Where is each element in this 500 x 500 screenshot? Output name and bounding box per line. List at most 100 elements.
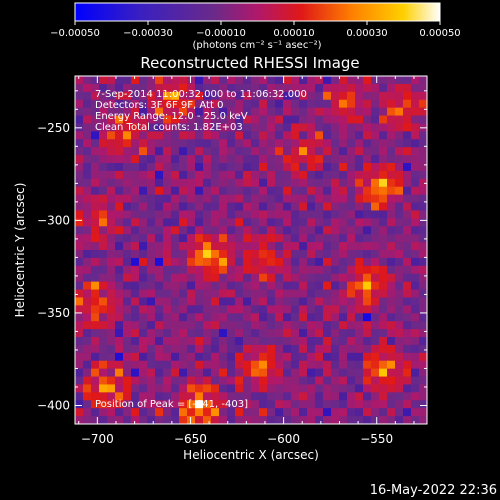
heatmap-cell — [115, 329, 124, 338]
heatmap-cell — [395, 123, 404, 132]
heatmap-cell — [379, 360, 388, 370]
heatmap-cell — [179, 416, 188, 424]
annotation-energy-range: Energy Range: 12.0 - 25.0 keV — [95, 111, 248, 122]
heatmap-cell — [123, 337, 132, 346]
heatmap-cell — [99, 416, 108, 424]
heatmap-cell — [155, 226, 164, 235]
heatmap-cell — [171, 91, 180, 101]
heatmap-cell — [347, 155, 356, 164]
heatmap-cell — [155, 234, 164, 243]
heatmap-cell — [323, 289, 332, 298]
heatmap-cell — [291, 178, 300, 188]
heatmap-cell — [355, 107, 364, 116]
heatmap-cell — [355, 305, 364, 314]
heatmap-cell — [195, 115, 204, 124]
heatmap-cell — [331, 76, 340, 85]
heatmap-cell — [179, 202, 188, 211]
heatmap-cell — [131, 384, 140, 393]
heatmap-cell — [363, 313, 372, 322]
heatmap-cell — [387, 178, 396, 188]
heatmap-cell — [123, 226, 132, 235]
heatmap-cell — [75, 321, 84, 330]
heatmap-cell — [355, 115, 364, 124]
heatmap-cell — [267, 242, 276, 251]
heatmap-cell — [331, 352, 340, 362]
heatmap-cell — [107, 218, 116, 227]
heatmap-cell — [387, 242, 396, 251]
heatmap-cell — [315, 281, 324, 290]
heatmap-cell — [291, 202, 300, 211]
heatmap-cell — [387, 155, 396, 164]
heatmap-cell — [323, 352, 332, 362]
heatmap-cell — [235, 99, 244, 109]
heatmap-cell — [91, 392, 100, 401]
heatmap-cell — [243, 218, 252, 227]
heatmap-cell — [179, 273, 188, 283]
heatmap-cell — [139, 344, 148, 354]
heatmap-cell — [315, 305, 324, 314]
heatmap-cell — [179, 139, 188, 148]
heatmap-cell — [235, 163, 244, 172]
heatmap-cell — [275, 163, 284, 172]
heatmap-cell — [155, 352, 164, 362]
heatmap-cell — [195, 265, 204, 275]
heatmap-cell — [75, 139, 84, 148]
heatmap-cell — [187, 250, 196, 259]
heatmap-cell — [387, 289, 396, 298]
heatmap-cell — [179, 147, 188, 156]
heatmap-cell — [227, 147, 236, 156]
heatmap-cell — [339, 226, 348, 235]
heatmap-cell — [243, 376, 252, 385]
heatmap-cell — [75, 273, 84, 283]
heatmap-cell — [283, 329, 292, 338]
heatmap-cell — [411, 352, 420, 362]
heatmap-cell — [99, 400, 108, 409]
heatmap-cell — [251, 392, 260, 401]
heatmap-cell — [331, 139, 340, 148]
heatmap-cell — [355, 234, 364, 243]
heatmap-cell — [387, 186, 396, 196]
heatmap-cell — [91, 250, 100, 259]
heatmap-cell — [371, 139, 380, 148]
heatmap-cell — [211, 226, 220, 235]
heatmap-cell — [371, 392, 380, 401]
heatmap-cell — [139, 178, 148, 188]
heatmap-cell — [115, 321, 124, 330]
heatmap-cell — [403, 234, 412, 243]
heatmap-cell — [195, 337, 204, 346]
heatmap-cell — [387, 400, 396, 409]
heatmap-cell — [331, 218, 340, 227]
heatmap-cell — [355, 226, 364, 235]
heatmap-cell — [107, 242, 116, 251]
heatmap-cell — [227, 91, 236, 101]
heatmap-cell — [91, 178, 100, 188]
heatmap-cell — [227, 76, 236, 85]
heatmap-cell — [187, 202, 196, 211]
heatmap-cell — [147, 289, 156, 298]
heatmap-cell — [219, 257, 228, 267]
heatmap-cell — [363, 234, 372, 243]
heatmap-cell — [403, 115, 412, 124]
heatmap-cell — [299, 360, 308, 370]
heatmap-cell — [155, 313, 164, 322]
heatmap-cell — [123, 178, 132, 188]
heatmap-cell — [75, 115, 84, 124]
heatmap-cell — [83, 139, 92, 148]
heatmap-cell — [323, 210, 332, 219]
heatmap-cell — [371, 408, 380, 417]
heatmap-cell — [99, 163, 108, 172]
heatmap-cell — [243, 352, 252, 362]
heatmap-cell — [131, 139, 140, 148]
heatmap-cell — [195, 123, 204, 132]
heatmap-cell — [283, 368, 292, 377]
heatmap-cell — [187, 384, 196, 393]
heatmap-cell — [139, 297, 148, 306]
heatmap-cell — [347, 226, 356, 235]
heatmap-cell — [235, 234, 244, 243]
heatmap-cell — [403, 91, 412, 101]
heatmap-cell — [251, 289, 260, 298]
heatmap-cell — [347, 83, 356, 93]
heatmap-cell — [179, 163, 188, 172]
heatmap-cell — [387, 131, 396, 140]
heatmap-cell — [275, 250, 284, 259]
